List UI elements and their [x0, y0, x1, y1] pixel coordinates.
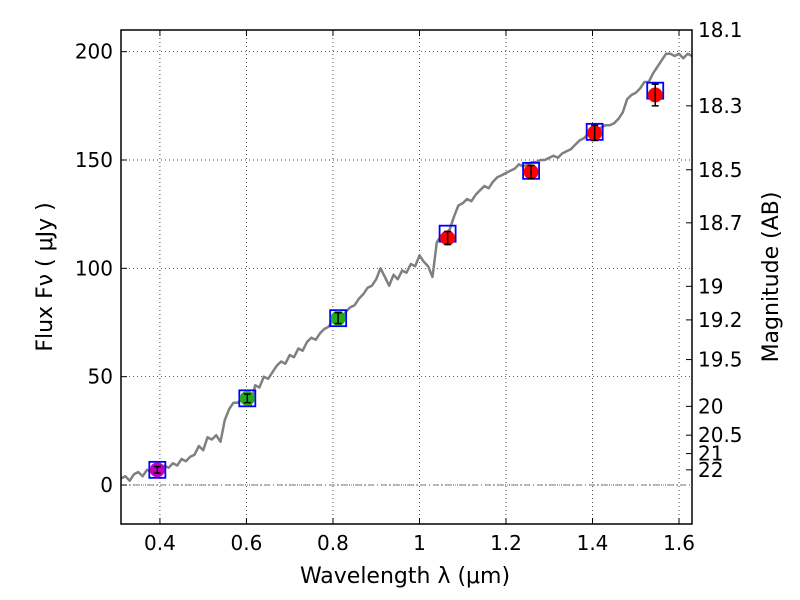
grid-layer	[121, 30, 692, 524]
magnitude-tick-label: 18.5	[698, 158, 743, 182]
ticks-layer: 0.4 0.6 0.8 1 1.2 1.4 1.6 0 50 100 150 200 18.1 18.3 1…	[75, 18, 743, 555]
plot-frame	[120, 29, 693, 525]
x-tick-label: 1.4	[577, 531, 609, 555]
magnitude-tick-label: 22	[698, 458, 723, 482]
magnitude-tick-label: 18.1	[698, 18, 743, 42]
x-tick-label: 1	[413, 531, 426, 555]
x-axis-label: Wavelength λ (μm)	[300, 564, 510, 589]
model-square	[238, 389, 257, 408]
magnitude-tick-label: 18.7	[698, 211, 743, 235]
y-tick-label: 100	[75, 256, 113, 280]
y-tick-label: 0	[100, 473, 113, 497]
magnitude-tick-label: 20	[698, 394, 723, 418]
spectrum-line	[120, 52, 693, 482]
magnitude-tick-label: 19	[698, 274, 723, 298]
y-tick-label: 50	[88, 365, 113, 389]
y-axis-label: Flux Fν ( μJy )	[33, 202, 58, 351]
y-tick-label: 150	[75, 148, 113, 172]
model-square	[148, 460, 167, 479]
magnitude-tick-label: 20.5	[698, 423, 743, 447]
model-square	[329, 309, 348, 328]
magnitude-tick-label: 19.2	[698, 308, 743, 332]
x-tick-label: 1.2	[490, 531, 522, 555]
photometry-layer	[149, 83, 663, 478]
y-tick-label: 200	[75, 40, 113, 64]
x-tick-label: 0.8	[317, 531, 349, 555]
magnitude-tick-label: 19.5	[698, 348, 743, 372]
x-tick-label: 1.6	[663, 531, 695, 555]
x-tick-label: 0.4	[144, 531, 176, 555]
magnitude-tick-label: 21	[698, 442, 723, 466]
x-tick-label: 0.6	[231, 531, 263, 555]
magnitude-axis-label: Magnitude (AB)	[759, 192, 784, 363]
magnitude-tick-label: 18.3	[698, 94, 743, 118]
spectrum-layer	[120, 52, 693, 482]
